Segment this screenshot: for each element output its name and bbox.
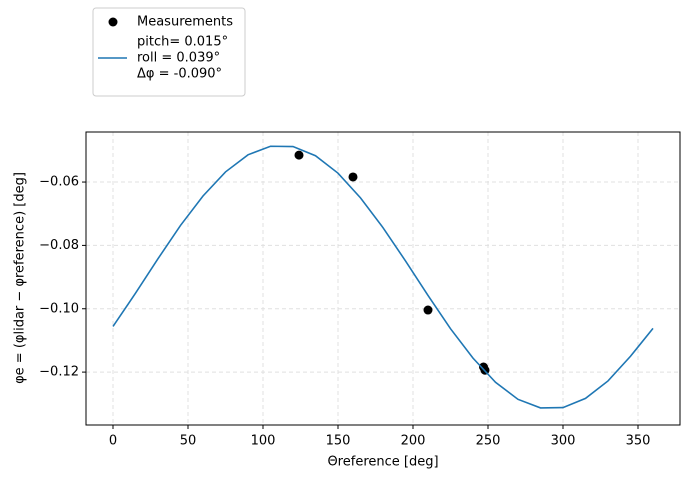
legend-label: Δφ = -0.090° xyxy=(137,67,222,82)
x-tick-label: 0 xyxy=(109,434,117,449)
x-tick-label: 250 xyxy=(476,434,501,449)
legend-label: Measurements xyxy=(137,15,233,30)
x-axis-label: Θreference [deg] xyxy=(327,455,438,470)
x-tick-label: 200 xyxy=(401,434,426,449)
x-tick-label: 100 xyxy=(251,434,276,449)
y-tick-label: −0.08 xyxy=(39,238,79,253)
x-tick-label: 300 xyxy=(551,434,576,449)
y-tick-label: −0.10 xyxy=(39,301,79,316)
legend-marker xyxy=(108,17,118,27)
legend-box xyxy=(92,7,246,97)
measurement-point xyxy=(294,150,304,160)
x-tick-label: 350 xyxy=(626,434,651,449)
measurement-point xyxy=(348,172,358,182)
x-tick-label: 50 xyxy=(180,434,197,449)
plot-frame xyxy=(85,131,681,426)
legend-label: pitch= 0.015° xyxy=(137,35,228,50)
y-tick-label: −0.06 xyxy=(39,175,79,190)
legend-label: roll = 0.039° xyxy=(137,51,220,66)
fit-line xyxy=(112,145,654,409)
measurement-point xyxy=(423,305,433,315)
x-tick-label: 150 xyxy=(326,434,351,449)
y-tick-label: −0.12 xyxy=(39,365,79,380)
y-axis-label: φe = (φlidar − φreference) [deg] xyxy=(13,172,28,384)
